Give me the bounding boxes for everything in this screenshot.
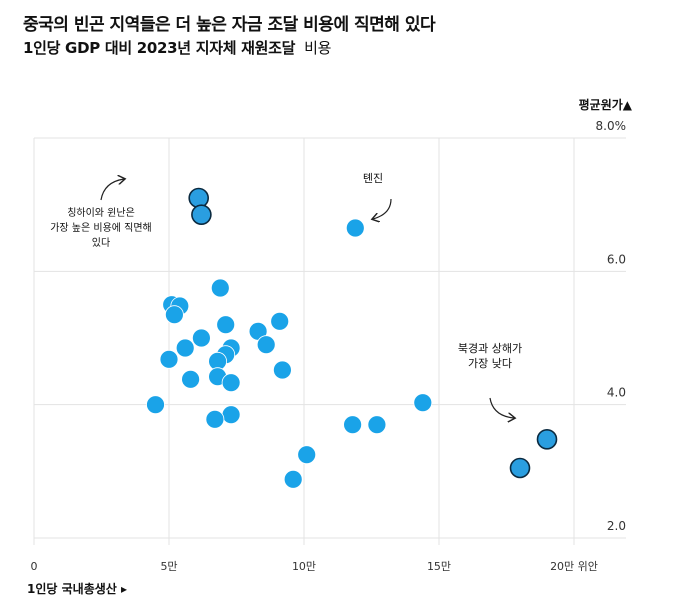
y-axis-label: 평균원가▲ [579, 97, 633, 112]
y-tick-label: 6.0 [607, 252, 626, 266]
subtitle-rest: 비용 [304, 39, 332, 57]
data-point [221, 373, 241, 393]
subtitle-bold: 1인당 GDP 대비 2023년 지자체 재원조달 [23, 39, 296, 57]
annotation-poor-line: 칭하이와 윈난은 [67, 206, 135, 219]
data-point [272, 360, 292, 380]
arrow-tianjin [373, 198, 392, 219]
data-point [191, 204, 212, 225]
annotation-tianjin-line: 톈진 [363, 172, 383, 185]
data-point [205, 409, 225, 429]
data-point [297, 445, 317, 465]
x-tick-label: 0 [31, 560, 38, 573]
data-point [181, 369, 201, 389]
y-tick-label: 2.0 [607, 519, 626, 533]
data-point [270, 311, 290, 331]
arrow-rich [489, 397, 514, 418]
data-point [191, 328, 211, 348]
annotation-rich-line: 북경과 상해가 [458, 341, 522, 355]
annotation-poor-line: 가장 높은 비용에 직면해 [50, 221, 152, 234]
data-point [283, 469, 303, 489]
data-point [210, 278, 230, 298]
x-tick-label: 10만 [292, 560, 316, 573]
arrow-poor [100, 179, 124, 201]
grid [33, 137, 626, 545]
annotation-rich-line: 가장 낮다 [468, 357, 512, 370]
data-point [175, 338, 195, 358]
x-tick-label: 15만 [427, 560, 451, 573]
data-point [367, 415, 387, 435]
chart-title: 중국의 빈곤 지역들은 더 높은 자금 조달 비용에 직면해 있다 [23, 15, 436, 35]
chart-subtitle: 1인당 GDP 대비 2023년 지자체 재원조달 비용 [23, 37, 331, 58]
data-point [345, 218, 365, 238]
data-point [221, 405, 241, 425]
data-point [216, 315, 236, 335]
data-point [159, 349, 179, 369]
y-tick-label: 8.0% [596, 119, 627, 133]
data-points [146, 187, 558, 489]
annotation-arrows [100, 179, 514, 418]
y-tick-label: 4.0 [607, 386, 626, 400]
x-tick-label: 5만 [160, 560, 177, 573]
data-point [509, 457, 531, 479]
data-point [146, 395, 165, 415]
annotation-poor-line: 있다 [92, 237, 110, 249]
data-point [343, 415, 363, 435]
data-point [188, 187, 209, 209]
data-point [413, 393, 433, 413]
data-point [164, 305, 184, 325]
x-tick-label: 20만 위안 [550, 560, 598, 573]
data-point [536, 429, 558, 450]
x-axis-label: 1인당 국내총생산 ▸ [27, 581, 127, 596]
data-point [256, 335, 276, 355]
tick-labels: 0 5만 10만 15만 20만 위안 2.0 4.0 6.0 8.0% [31, 119, 627, 573]
